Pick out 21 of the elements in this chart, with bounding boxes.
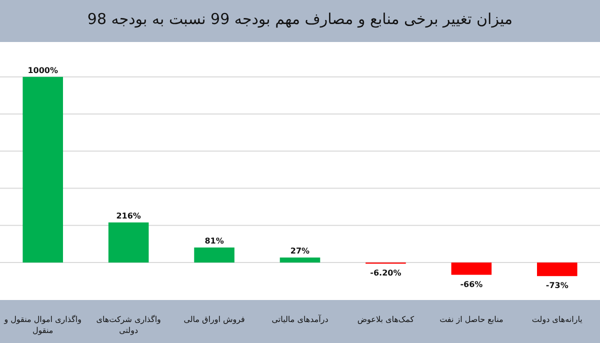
x-tick-label: یارانه‌های دولت	[530, 314, 584, 325]
bar	[280, 258, 320, 263]
x-tick-label: کمک‌های بلاعوض	[356, 314, 416, 325]
data-label: -73%	[546, 281, 568, 290]
data-label: -66%	[460, 280, 483, 289]
x-tick-label: واگذاری اموال منقول و منقول	[2, 314, 82, 336]
x-tick-label: منابع حاصل از نفت	[438, 314, 504, 325]
bar	[108, 222, 149, 263]
bar	[22, 76, 63, 263]
x-tick-label: فروش اوراق مالی	[182, 314, 246, 325]
data-label: 216%	[116, 211, 141, 220]
bar	[451, 262, 492, 275]
data-label: -6.20%	[370, 268, 402, 278]
x-tick-label: واگذاری شرکت‌های دولتی	[95, 314, 162, 336]
data-label: 1000%	[28, 66, 58, 75]
bar	[194, 248, 234, 263]
data-label: 27%	[290, 246, 310, 256]
bar	[537, 262, 578, 276]
x-tick-label: درآمدهای مالیاتی	[270, 314, 330, 325]
data-label: 81%	[204, 236, 224, 246]
chart-title: میزان تغییر برخی منابع و مصارف مهم بودجه 99 نسبت به بودجه 98	[86, 10, 514, 28]
